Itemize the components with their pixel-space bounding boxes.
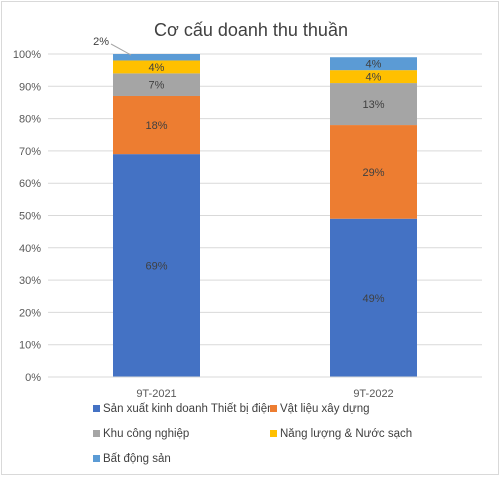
y-tick-label: 50% [19, 211, 41, 223]
legend-item: Vật liệu xây dựng [270, 403, 370, 415]
legend-swatch [270, 430, 277, 437]
y-tick-label: 90% [19, 81, 41, 93]
data-label: 7% [149, 80, 165, 92]
bars: 69%18%7%4%2%49%29%13%4%4% [93, 36, 417, 377]
data-label: 18% [145, 120, 167, 132]
y-tick-label: 30% [19, 275, 41, 287]
data-label: 13% [362, 99, 384, 111]
bar-segment [330, 70, 417, 84]
y-tick-label: 80% [19, 114, 41, 126]
bar-segment [113, 60, 200, 74]
y-tick-label: 40% [19, 243, 41, 255]
y-axis: 0% 10% 20% 30% 40% 50% 60% 70% 80% 90% 100% [13, 49, 41, 384]
legend-item: Năng lượng & Nước sạch [270, 428, 412, 440]
bar-segment [113, 73, 200, 96]
data-label: 4% [366, 59, 382, 71]
y-tick-label: 70% [19, 146, 41, 158]
legend-item: Khu công nghiệp [93, 428, 189, 440]
y-tick-label: 0% [25, 372, 41, 384]
bar-segment [330, 125, 417, 219]
legend-item: Sản xuất kinh doanh Thiết bị điện [93, 403, 274, 415]
bar-segment [330, 57, 417, 71]
data-label: 69% [145, 261, 167, 273]
bar-segment [330, 83, 417, 126]
x-axis: 9T-2021 9T-2022 [48, 376, 482, 400]
y-tick-label: 100% [13, 49, 41, 61]
y-tick-label: 10% [19, 340, 41, 352]
legend-label: Vật liệu xây dựng [280, 403, 370, 415]
legend-label: Năng lượng & Nước sạch [280, 428, 412, 440]
legend-item: Bất động sản [93, 453, 171, 465]
legend-swatch [93, 405, 100, 412]
legend-swatch [93, 455, 100, 462]
data-label: 29% [362, 167, 384, 179]
legend-swatch [270, 405, 277, 412]
bar-segment [113, 95, 200, 155]
y-tick-label: 20% [19, 307, 41, 319]
x-tick-label: 9T-2021 [136, 388, 176, 400]
data-label: 4% [366, 72, 382, 84]
y-tick-label: 60% [19, 178, 41, 190]
data-label: 2% [93, 36, 109, 48]
legend-label: Sản xuất kinh doanh Thiết bị điện [103, 403, 274, 415]
bar-segment [113, 154, 200, 377]
data-label-leader-line [110, 43, 132, 56]
bar-segment [330, 218, 417, 377]
x-tick-label: 9T-2022 [353, 388, 393, 400]
legend-swatch [93, 430, 100, 437]
data-label: 4% [149, 62, 165, 74]
legend: Sản xuất kinh doanh Thiết bị điện Vật liệ… [93, 403, 412, 465]
legend-label: Khu công nghiệp [103, 428, 189, 440]
chart-title: Cơ cấu doanh thu thuần [154, 20, 348, 40]
data-label: 49% [362, 293, 384, 305]
legend-label: Bất động sản [103, 453, 171, 465]
bar-segment [113, 54, 200, 61]
